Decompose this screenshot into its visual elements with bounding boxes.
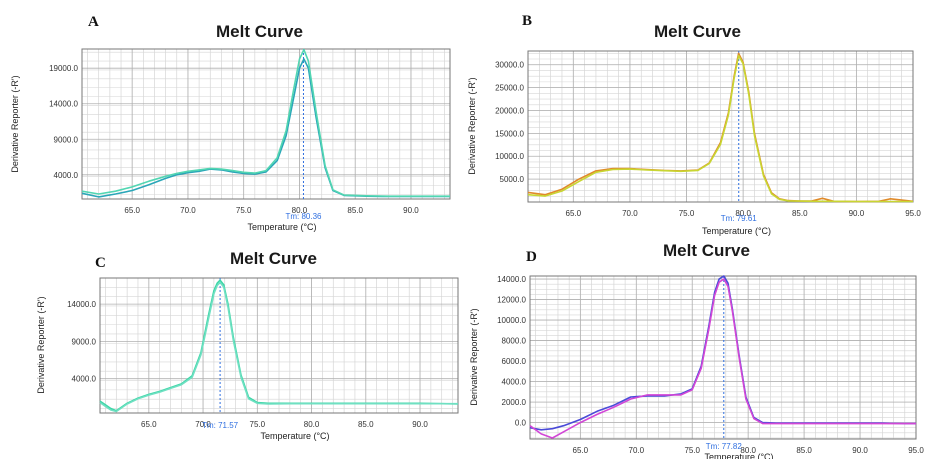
y-tick-label: 8000.0 [502,337,527,346]
y-tick-label: 6000.0 [502,357,527,366]
y-tick-label: 4000.0 [72,375,97,384]
x-tick-label: 75.0 [679,209,695,218]
series-line-1 [527,52,914,203]
x-tick-label: 65.0 [124,206,140,215]
x-tick-label: 90.0 [403,206,419,215]
y-tick-label: 10000.0 [497,316,526,325]
y-tick-label: 0.0 [515,419,527,428]
x-tick-label: 95.0 [908,446,924,455]
plot-frame [527,50,914,203]
x-axis-label: Temperature (°C) [704,452,773,459]
y-axis-label: Derivative Reporter (-R') [10,75,20,172]
plot-frame [99,277,459,414]
y-tick-label: 5000.0 [500,175,525,184]
tm-label: Tm: 79.61 [721,214,758,223]
y-tick-label: 20000.0 [495,106,524,115]
y-tick-label: 14000.0 [49,100,78,109]
y-tick-label: 12000.0 [497,296,526,305]
melt-curve-chart-d: 65.0 70.0 75.0 80.0 85.0 90.0 95.0 0.0 2000.0 400… [469,275,924,459]
y-tick-label: 14000.0 [67,300,96,309]
x-tick-label: 65.0 [573,446,589,455]
x-tick-label: 70.0 [195,420,211,429]
x-tick-label: 80.0 [292,206,308,215]
x-tick-label: 90.0 [849,209,865,218]
y-tick-label: 25000.0 [495,84,524,93]
panel-letter-c: C [95,255,106,271]
melt-curve-chart-c: 65.0 70.0 75.0 80.0 85.0 90.0 4000.0 9000.0 1400… [36,277,459,441]
panel-c: C Melt Curve 65.0 70.0 75.0 80.0 85.0 90.0 400… [0,235,463,459]
chart-title-b: Melt Curve [654,22,741,41]
panel-a: A Melt Curve 65.0 70.0 75.0 80.0 85.0 90.0 400… [0,0,463,235]
melt-curve-chart-b: 65.0 70.0 75.0 80.0 85.0 90.0 95.0 5000.0 10000.… [467,50,921,236]
y-axis-label: Derivative Reporter (-R') [36,296,46,393]
y-tick-label: 30000.0 [495,61,524,70]
tm-label: Tm: 77.82 [706,442,743,451]
chart-title-c: Melt Curve [230,249,317,268]
plot-area [530,276,916,439]
x-tick-label: 80.0 [740,446,756,455]
y-tick-label: 4000.0 [54,171,79,180]
series-line-2 [81,48,450,197]
x-tick-label: 95.0 [905,209,921,218]
y-tick-label: 10000.0 [495,152,524,161]
tm-label: Tm: 71.57 [202,421,239,430]
y-axis-label: Derivative Reporter (-R') [467,77,477,174]
series-line-2 [529,278,916,439]
panel-letter-a: A [88,14,99,30]
x-tick-label: 85.0 [792,209,808,218]
x-tick-label: 85.0 [358,420,374,429]
x-tick-label: 90.0 [852,446,868,455]
x-tick-label: 80.0 [304,420,320,429]
y-tick-label: 19000.0 [49,64,78,73]
tm-label: Tm: 80.36 [285,212,322,221]
panel-letter-b: B [522,13,533,29]
chart-title-d: Melt Curve [663,241,750,260]
y-axis-label: Derivative Reporter (-R') [469,308,479,405]
panel-letter-d: D [526,249,537,265]
x-tick-label: 75.0 [684,446,700,455]
x-axis-label: Temperature (°C) [260,431,329,441]
y-tick-label: 14000.0 [497,275,526,284]
x-tick-label: 70.0 [629,446,645,455]
panel-b: B Melt Curve 65.0 70.0 75.0 80.0 85.0 90.0 95.… [463,0,926,236]
y-tick-label: 9000.0 [72,337,97,346]
x-axis-label: Temperature (°C) [247,222,316,232]
series-line-2 [527,54,913,203]
y-tick-label: 4000.0 [502,378,527,387]
x-tick-label: 75.0 [236,206,252,215]
panel-d: D Melt Curve 65.0 70.0 75.0 80.0 85.0 90.0 95.… [463,235,926,459]
x-tick-label: 85.0 [347,206,363,215]
melt-curve-chart-a: 65.0 70.0 75.0 80.0 85.0 90.0 4000.0 9000.0 1400… [10,48,451,232]
x-tick-label: 65.0 [566,209,582,218]
x-tick-label: 85.0 [796,446,812,455]
y-tick-label: 2000.0 [502,398,527,407]
chart-title-a: Melt Curve [216,22,303,41]
x-tick-label: 70.0 [622,209,638,218]
plot-frame [81,48,451,200]
x-tick-label: 65.0 [141,420,157,429]
x-tick-label: 80.0 [735,209,751,218]
x-tick-label: 75.0 [250,420,266,429]
x-tick-label: 90.0 [412,420,428,429]
y-tick-label: 15000.0 [495,129,524,138]
x-tick-label: 70.0 [180,206,196,215]
y-tick-label: 9000.0 [54,135,79,144]
series-line-2 [99,281,458,413]
x-axis-label: Temperature (°C) [702,226,771,236]
